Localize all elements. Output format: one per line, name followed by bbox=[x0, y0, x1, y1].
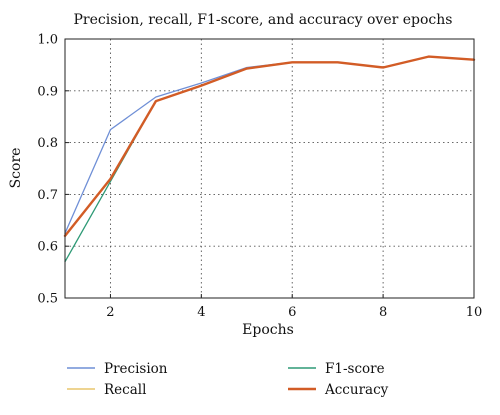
legend-label-f1-score: F1-score bbox=[325, 361, 385, 377]
x-tick-label: 8 bbox=[379, 305, 387, 320]
series-layer bbox=[63, 55, 476, 263]
series-line-precision bbox=[64, 55, 475, 234]
legend-label-precision: Precision bbox=[104, 361, 168, 377]
x-tick-label: 4 bbox=[197, 305, 205, 320]
y-tick-label: 1.0 bbox=[37, 33, 58, 48]
legend-label-recall: Recall bbox=[104, 382, 146, 398]
y-tick-label: 0.9 bbox=[37, 84, 58, 99]
y-tick-label: 0.5 bbox=[37, 292, 58, 307]
series-line-recall bbox=[64, 55, 475, 237]
y-tick-label: 0.6 bbox=[37, 240, 58, 255]
y-tick-label: 0.8 bbox=[37, 136, 58, 151]
series-line-accuracy bbox=[63, 55, 476, 238]
legend-label-accuracy: Accuracy bbox=[324, 382, 389, 398]
x-tick-label: 2 bbox=[106, 305, 114, 320]
x-axis-label: Epochs bbox=[242, 322, 294, 338]
ticks-layer: 2 4 6 8 10 0.5 0.6 0.7 0.8 0.9 1.0 bbox=[37, 33, 482, 321]
legend: Precision Recall F1-score Accuracy bbox=[67, 361, 389, 398]
x-tick-label: 6 bbox=[288, 305, 296, 320]
y-axis-label: Score bbox=[8, 148, 24, 189]
plot-frame bbox=[64, 38, 475, 299]
x-tick-label: 10 bbox=[466, 305, 483, 320]
series-line-f1-score bbox=[64, 55, 475, 263]
grid-layer bbox=[65, 39, 474, 298]
chart-title: Precision, recall, F1-score, and accurac… bbox=[74, 12, 453, 28]
y-tick-label: 0.7 bbox=[37, 188, 58, 203]
